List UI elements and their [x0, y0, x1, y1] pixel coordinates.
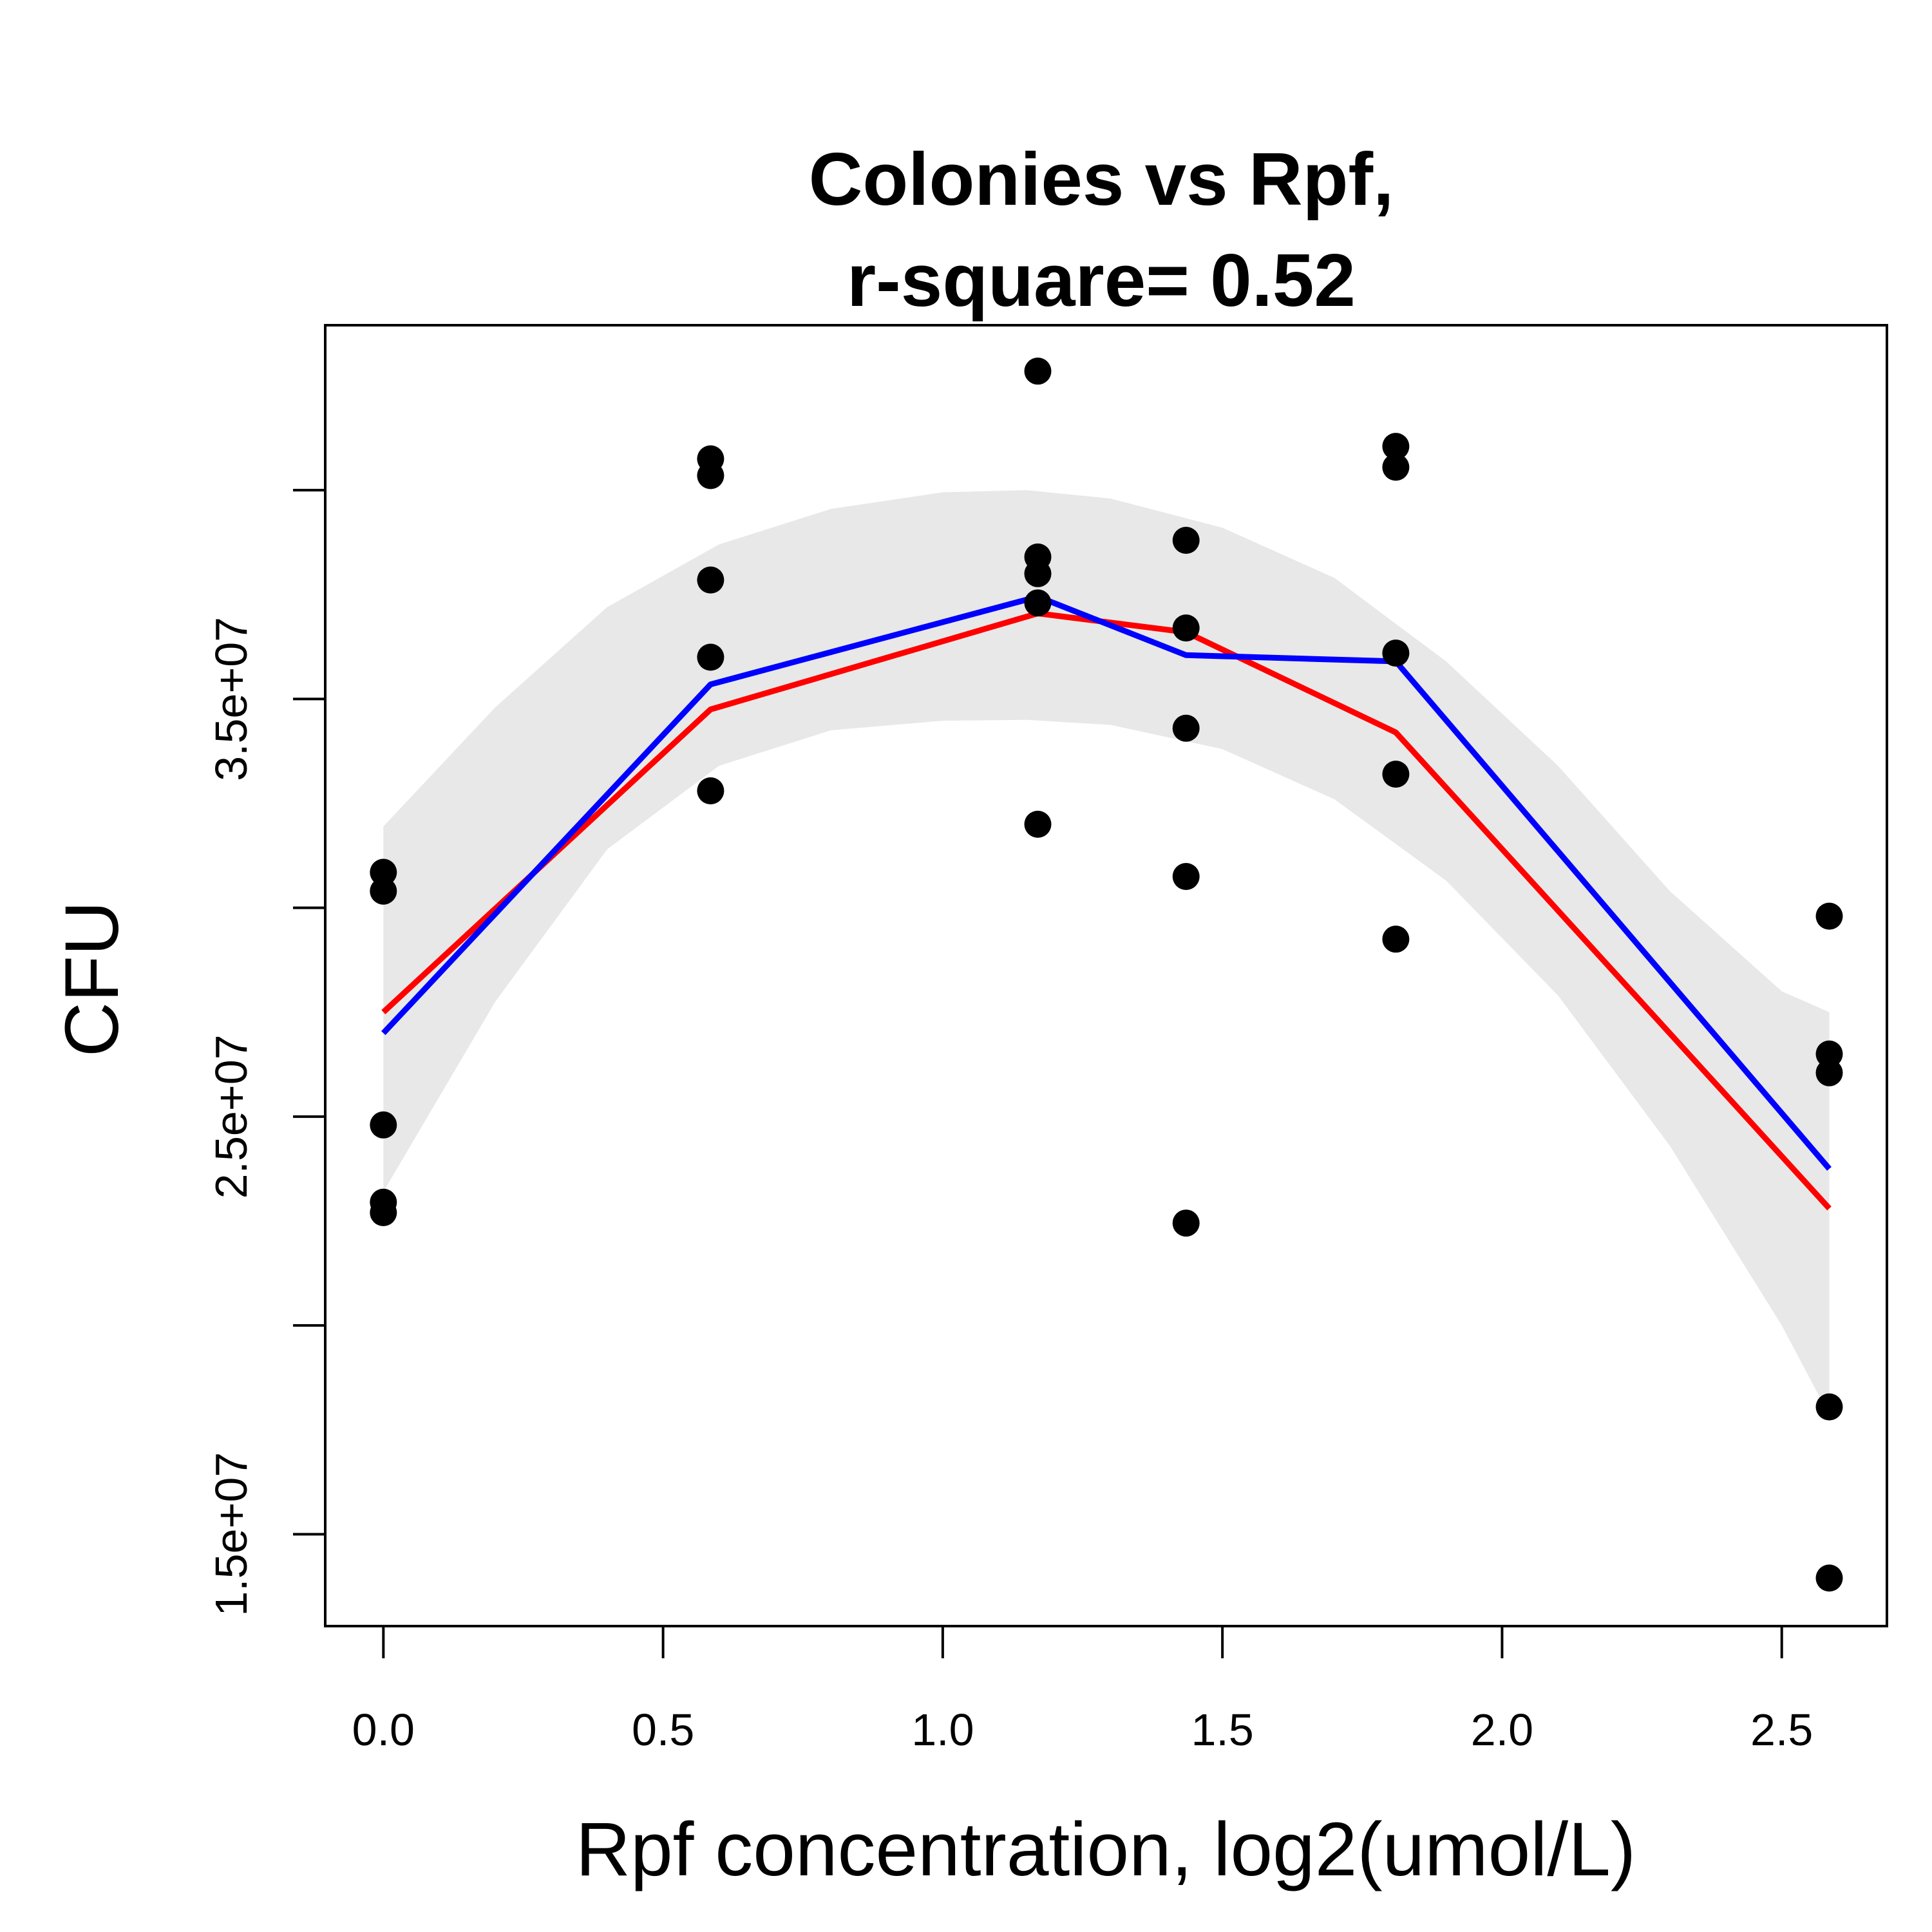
series-line-1	[381, 610, 1832, 1211]
data-point-28	[1815, 1059, 1843, 1086]
data-point-24	[1382, 761, 1410, 788]
y-axis-label: CFU	[50, 901, 135, 1057]
data-point-9	[697, 643, 724, 671]
series-layer	[381, 594, 1832, 1211]
data-point-22	[1382, 453, 1410, 481]
data-point-29	[1815, 1393, 1843, 1421]
data-point-27	[1815, 1040, 1843, 1068]
chart-title: Colonies vs Rpf, r-square= 0.52	[809, 137, 1394, 322]
data-point-11	[1024, 357, 1052, 385]
data-point-2	[370, 877, 397, 905]
confidence-band-layer	[383, 490, 1830, 1416]
y-tick-label-1: 1.5e+07	[206, 1452, 256, 1616]
y-tick-label-3: 2.5e+07	[206, 1034, 256, 1198]
data-point-8	[697, 566, 724, 594]
data-point-5	[370, 1199, 397, 1226]
y-tick-label-5: 3.5e+07	[206, 617, 256, 781]
data-point-23	[1382, 639, 1410, 667]
chart-title-line-2: r-square= 0.52	[847, 238, 1356, 322]
data-point-20	[1172, 1209, 1200, 1237]
x-tick-label-3: 1.0	[911, 1705, 974, 1755]
data-point-16	[1172, 527, 1200, 554]
data-point-30	[1815, 1564, 1843, 1592]
x-tick-label-6: 2.5	[1750, 1705, 1813, 1755]
x-tick-label-2: 0.5	[632, 1705, 694, 1755]
data-point-19	[1172, 863, 1200, 890]
data-point-17	[1172, 614, 1200, 642]
x-tick-label-4: 1.5	[1191, 1705, 1254, 1755]
data-point-25	[1382, 925, 1410, 953]
data-point-14	[1024, 589, 1052, 617]
x-axis: 0.0 0.5 1.0 1.5 2.0 2.5	[352, 1625, 1813, 1755]
series-line-2	[381, 594, 1832, 1171]
data-point-1	[370, 858, 397, 886]
data-point-10	[697, 777, 724, 804]
x-tick-label-5: 2.0	[1471, 1705, 1533, 1755]
points-layer	[370, 357, 1843, 1592]
data-point-15	[1024, 810, 1052, 838]
data-point-7	[697, 462, 724, 489]
confidence-band	[383, 490, 1830, 1416]
x-tick-label-1: 0.0	[352, 1705, 415, 1755]
chart-title-line-1: Colonies vs Rpf,	[809, 137, 1394, 221]
data-point-13	[1024, 560, 1052, 587]
y-axis: 1.5e+07 2.5e+07 3.5e+07	[206, 489, 327, 1616]
data-point-21	[1382, 433, 1410, 460]
data-point-3	[370, 1111, 397, 1139]
data-point-18	[1172, 714, 1200, 742]
data-point-26	[1815, 902, 1843, 930]
x-axis-label: Rpf concentration, log2(umol/L)	[576, 1807, 1636, 1892]
